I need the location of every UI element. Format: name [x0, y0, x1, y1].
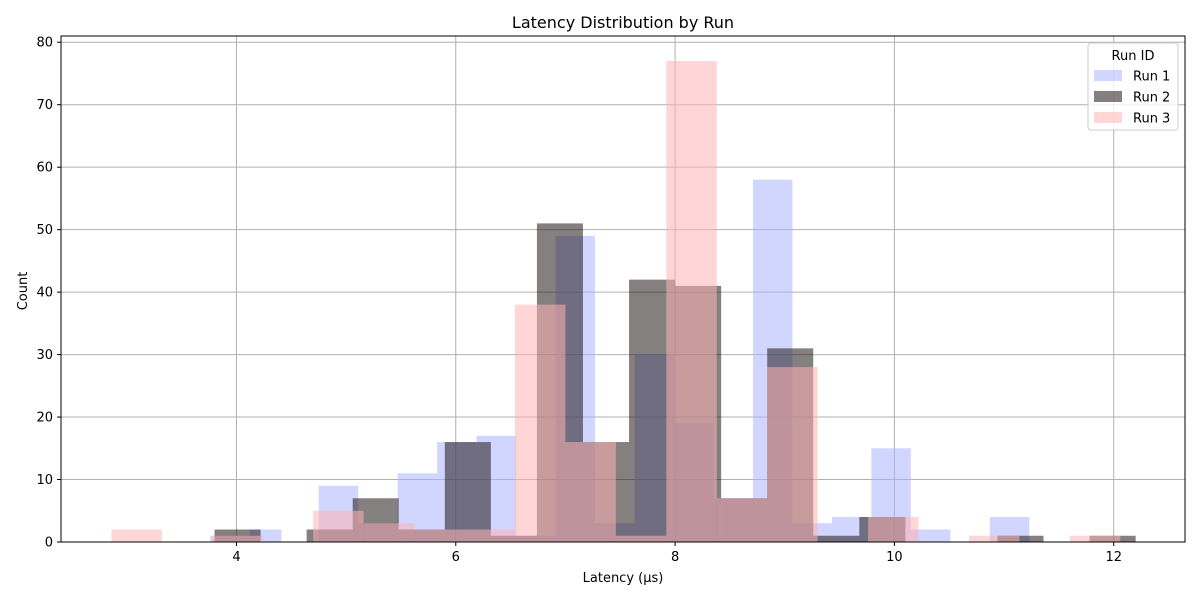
y-axis-label: Count: [16, 272, 31, 311]
x-tick-label: 8: [671, 550, 679, 565]
histogram-bar: [313, 510, 364, 542]
histogram-bar: [565, 442, 616, 542]
histogram-bar: [666, 60, 717, 542]
histogram-bar: [716, 498, 768, 542]
ticks: 4 6 8 10 12 0 10 20 30 40 50 60 70 80: [36, 36, 1122, 565]
histogram-bar: [111, 529, 162, 542]
x-tick-label: 10: [886, 550, 903, 565]
y-tick-label: 60: [36, 161, 53, 176]
series-3: [111, 60, 1121, 542]
y-tick-label: 40: [36, 286, 53, 301]
histogram-bar: [968, 535, 1020, 542]
histogram-bar: [464, 529, 515, 542]
legend-swatch: [1094, 112, 1122, 123]
legend-box: [1087, 42, 1179, 131]
histogram-bar: [1069, 535, 1121, 542]
legend-label: Run 2: [1133, 91, 1170, 106]
legend-label: Run 1: [1133, 70, 1170, 85]
x-tick-label: 6: [452, 550, 460, 565]
histogram-bar: [767, 367, 818, 542]
histogram-bar: [212, 535, 263, 542]
legend-swatch: [1094, 70, 1122, 81]
histogram-bar: [444, 442, 491, 542]
chart-title: Latency Distribution by Run: [512, 13, 734, 32]
histogram-bar: [997, 535, 1044, 542]
x-tick-label: 4: [232, 550, 240, 565]
histogram-bar: [514, 304, 566, 542]
histogram-bar: [910, 529, 951, 542]
y-tick-label: 20: [36, 411, 53, 426]
y-tick-label: 0: [45, 536, 53, 551]
x-axis-label: Latency (µs): [583, 571, 664, 586]
histogram-bar: [414, 529, 465, 542]
legend: Run ID Run 1 Run 2 Run 3: [1087, 42, 1179, 131]
y-tick-label: 50: [36, 223, 53, 238]
y-tick-label: 10: [36, 473, 53, 488]
y-tick-label: 80: [36, 36, 53, 51]
bars: [111, 60, 1136, 542]
y-tick-label: 30: [36, 348, 53, 363]
histogram-bar: [813, 535, 860, 542]
plot-frame: [60, 35, 1186, 543]
legend-entries: Run 1 Run 2 Run 3: [1094, 70, 1170, 127]
histogram-bar: [868, 517, 919, 542]
y-tick-label: 70: [36, 98, 53, 113]
legend-swatch: [1094, 91, 1122, 102]
histogram-bar: [363, 523, 415, 542]
legend-label: Run 3: [1133, 112, 1170, 127]
x-tick-label: 12: [1105, 550, 1122, 565]
legend-title: Run ID: [1112, 49, 1155, 64]
histogram-bar: [615, 535, 667, 542]
